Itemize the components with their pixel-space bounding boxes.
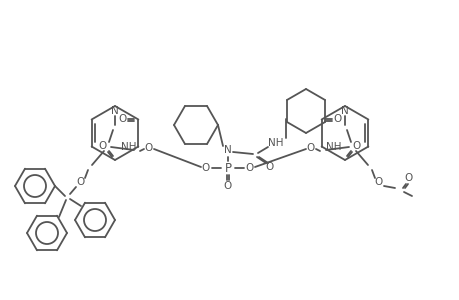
Text: NH: NH bbox=[268, 138, 283, 148]
Text: N: N bbox=[341, 106, 348, 116]
Text: N: N bbox=[111, 106, 118, 116]
Text: NH: NH bbox=[120, 142, 136, 152]
Text: O: O bbox=[224, 181, 232, 191]
Text: O: O bbox=[352, 141, 360, 151]
Text: O: O bbox=[246, 163, 253, 173]
Text: O: O bbox=[306, 143, 314, 153]
Text: P: P bbox=[224, 161, 231, 175]
Text: O: O bbox=[374, 177, 382, 187]
Text: NH: NH bbox=[325, 142, 341, 152]
Text: O: O bbox=[404, 173, 412, 183]
Text: O: O bbox=[265, 162, 274, 172]
Text: O: O bbox=[118, 115, 126, 124]
Text: O: O bbox=[145, 143, 153, 153]
Text: O: O bbox=[202, 163, 210, 173]
Text: O: O bbox=[77, 177, 85, 187]
Text: N: N bbox=[224, 145, 231, 155]
Text: O: O bbox=[99, 141, 107, 151]
Text: O: O bbox=[333, 115, 341, 124]
